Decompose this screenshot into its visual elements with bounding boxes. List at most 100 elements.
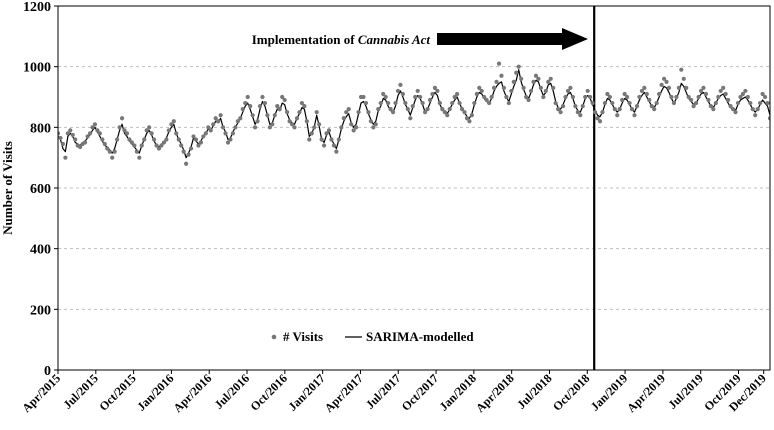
visit-point xyxy=(390,110,396,115)
visit-point xyxy=(689,97,694,103)
visit-point xyxy=(531,79,536,84)
visit-point xyxy=(326,128,332,133)
visit-point xyxy=(452,94,457,100)
y-tick-label: 0 xyxy=(44,364,51,379)
visit-point xyxy=(526,97,531,103)
visit-point xyxy=(728,104,733,109)
visit-point xyxy=(166,128,171,133)
visit-point xyxy=(252,125,258,130)
visit-point xyxy=(351,128,356,133)
visit-point xyxy=(193,137,199,142)
visit-point xyxy=(570,94,576,100)
visit-point xyxy=(713,100,718,106)
visit-point xyxy=(400,91,406,97)
visit-point xyxy=(482,94,487,100)
visit-point xyxy=(467,119,472,124)
visit-point xyxy=(418,94,423,100)
visit-point xyxy=(605,91,610,97)
visit-point xyxy=(573,104,578,109)
visit-point xyxy=(501,85,507,90)
visit-point xyxy=(671,100,677,106)
visit-point xyxy=(213,116,218,121)
visit-point xyxy=(230,131,236,136)
visit-point xyxy=(398,82,403,87)
visit-point xyxy=(629,107,635,112)
visit-point xyxy=(568,85,573,90)
visit-point xyxy=(560,104,566,109)
visit-point xyxy=(356,110,361,115)
visit-point xyxy=(127,137,132,142)
visit-point xyxy=(309,131,314,136)
visit-point xyxy=(63,155,68,160)
visit-point xyxy=(546,79,551,84)
visit-point xyxy=(363,100,369,106)
visit-point xyxy=(748,100,753,106)
x-tick-label: Jul/2017 xyxy=(363,371,404,412)
visit-point xyxy=(151,137,157,142)
visit-point xyxy=(102,141,107,147)
visit-point xyxy=(179,143,184,148)
visit-point xyxy=(654,100,659,106)
y-tick-label: 1000 xyxy=(23,61,51,76)
visit-point xyxy=(110,155,115,160)
y-tick-label: 600 xyxy=(30,182,51,197)
x-tick-label: Jul/2018 xyxy=(514,371,555,412)
visit-point xyxy=(565,88,571,94)
visit-point xyxy=(620,97,625,103)
visit-point xyxy=(459,107,465,112)
visit-point xyxy=(583,94,588,100)
visit-point xyxy=(415,88,420,94)
visit-point xyxy=(319,137,324,142)
visit-point xyxy=(462,110,467,115)
visit-point xyxy=(144,128,149,133)
visit-point xyxy=(760,91,765,97)
visit-point xyxy=(361,94,366,100)
visit-point xyxy=(543,88,548,94)
visit-point xyxy=(437,100,442,106)
visit-point xyxy=(292,125,297,130)
x-tick-label: Jul/2015 xyxy=(60,371,101,412)
visit-point xyxy=(524,94,529,100)
visit-point xyxy=(216,119,221,124)
visit-point xyxy=(344,110,349,115)
visit-point xyxy=(474,91,479,97)
visit-point xyxy=(477,85,482,90)
visit-point xyxy=(60,141,66,147)
visit-point xyxy=(92,122,98,127)
legend: # Visits SARIMA-modelled xyxy=(271,329,474,344)
visit-point xyxy=(489,94,494,100)
visit-point xyxy=(676,85,681,90)
visit-point xyxy=(196,143,201,148)
visit-point xyxy=(585,88,590,94)
visit-point xyxy=(373,122,378,127)
visit-point xyxy=(223,131,228,136)
visit-point xyxy=(107,149,112,154)
visit-point xyxy=(260,94,265,100)
visit-point xyxy=(516,64,521,69)
annotation: Implementation of Cannabis Act xyxy=(252,28,588,50)
visit-point xyxy=(600,110,605,115)
visit-point xyxy=(142,137,147,142)
visit-point xyxy=(597,119,603,124)
visit-point xyxy=(652,107,657,112)
visit-point xyxy=(422,110,428,115)
visit-point xyxy=(58,135,63,141)
visit-point xyxy=(639,88,644,94)
visit-point xyxy=(450,100,455,106)
visit-point xyxy=(70,132,75,138)
visit-point xyxy=(578,113,583,118)
x-tick-label: Apr/2018 xyxy=(473,371,517,415)
series-sarima-line xyxy=(58,69,770,159)
visit-point xyxy=(331,143,337,148)
visit-point xyxy=(371,125,376,130)
visit-point xyxy=(83,140,88,145)
visit-point xyxy=(68,128,73,133)
visit-point xyxy=(334,149,339,154)
visit-point xyxy=(302,104,307,109)
visit-point xyxy=(289,122,295,127)
visit-point xyxy=(679,67,684,72)
visit-point xyxy=(339,125,344,130)
visit-point xyxy=(58,131,61,136)
visit-point xyxy=(349,122,354,127)
